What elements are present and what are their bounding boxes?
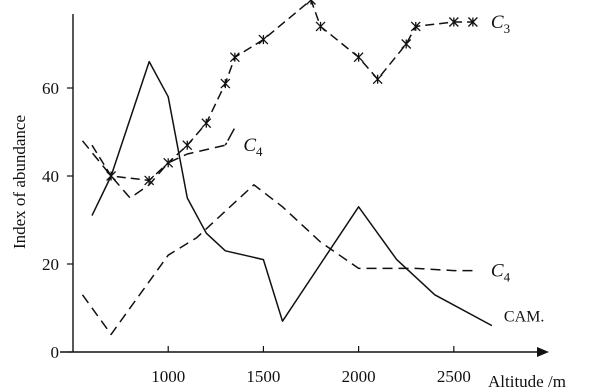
data-point-marker — [306, 0, 316, 5]
x-tick-label: 1500 — [246, 367, 280, 386]
data-point-marker — [220, 78, 231, 89]
data-point-marker — [144, 175, 155, 186]
data-point-marker — [401, 39, 412, 49]
y-axis-title: Index of abundance — [10, 115, 29, 249]
y-tick-label: 0 — [51, 343, 60, 362]
series-line-c4-lower — [81, 184, 473, 336]
y-tick-label: 20 — [42, 255, 59, 274]
ticks: 1000 1500 2000 2500 0 20 40 60 — [42, 79, 471, 386]
data-point-marker — [258, 34, 269, 45]
data-point-marker — [201, 118, 212, 129]
data-point-marker — [163, 157, 174, 168]
series-label: CAM. — [504, 309, 544, 326]
x-axis-title: Altitude /m — [488, 372, 566, 390]
data-point-marker — [467, 17, 478, 27]
series: C3 C4 CAM. C4 — [81, 0, 544, 336]
series-line-c4 — [81, 126, 236, 199]
axes — [60, 14, 549, 357]
y-tick-label: 60 — [42, 79, 59, 98]
series-label: C3 — [491, 12, 510, 36]
series-line-c3 — [91, 0, 473, 182]
series-line-cam- — [91, 60, 493, 327]
x-tick-label: 2000 — [342, 367, 376, 386]
data-point-marker — [410, 21, 421, 32]
data-point-marker — [229, 52, 240, 63]
labels: Index of abundance Altitude /m — [10, 115, 566, 390]
x-tick-label: 1000 — [151, 367, 185, 386]
x-axis-arrow — [537, 347, 549, 357]
series-label: C4 — [243, 135, 263, 159]
series-label-c4: C4 — [491, 261, 511, 285]
data-point-marker — [372, 74, 383, 85]
data-point-marker — [448, 17, 459, 27]
x-tick-label: 2500 — [437, 367, 471, 386]
y-tick-label: 40 — [42, 167, 59, 186]
data-point-marker — [182, 140, 193, 151]
data-point-marker — [315, 21, 326, 32]
data-point-marker — [353, 52, 364, 63]
